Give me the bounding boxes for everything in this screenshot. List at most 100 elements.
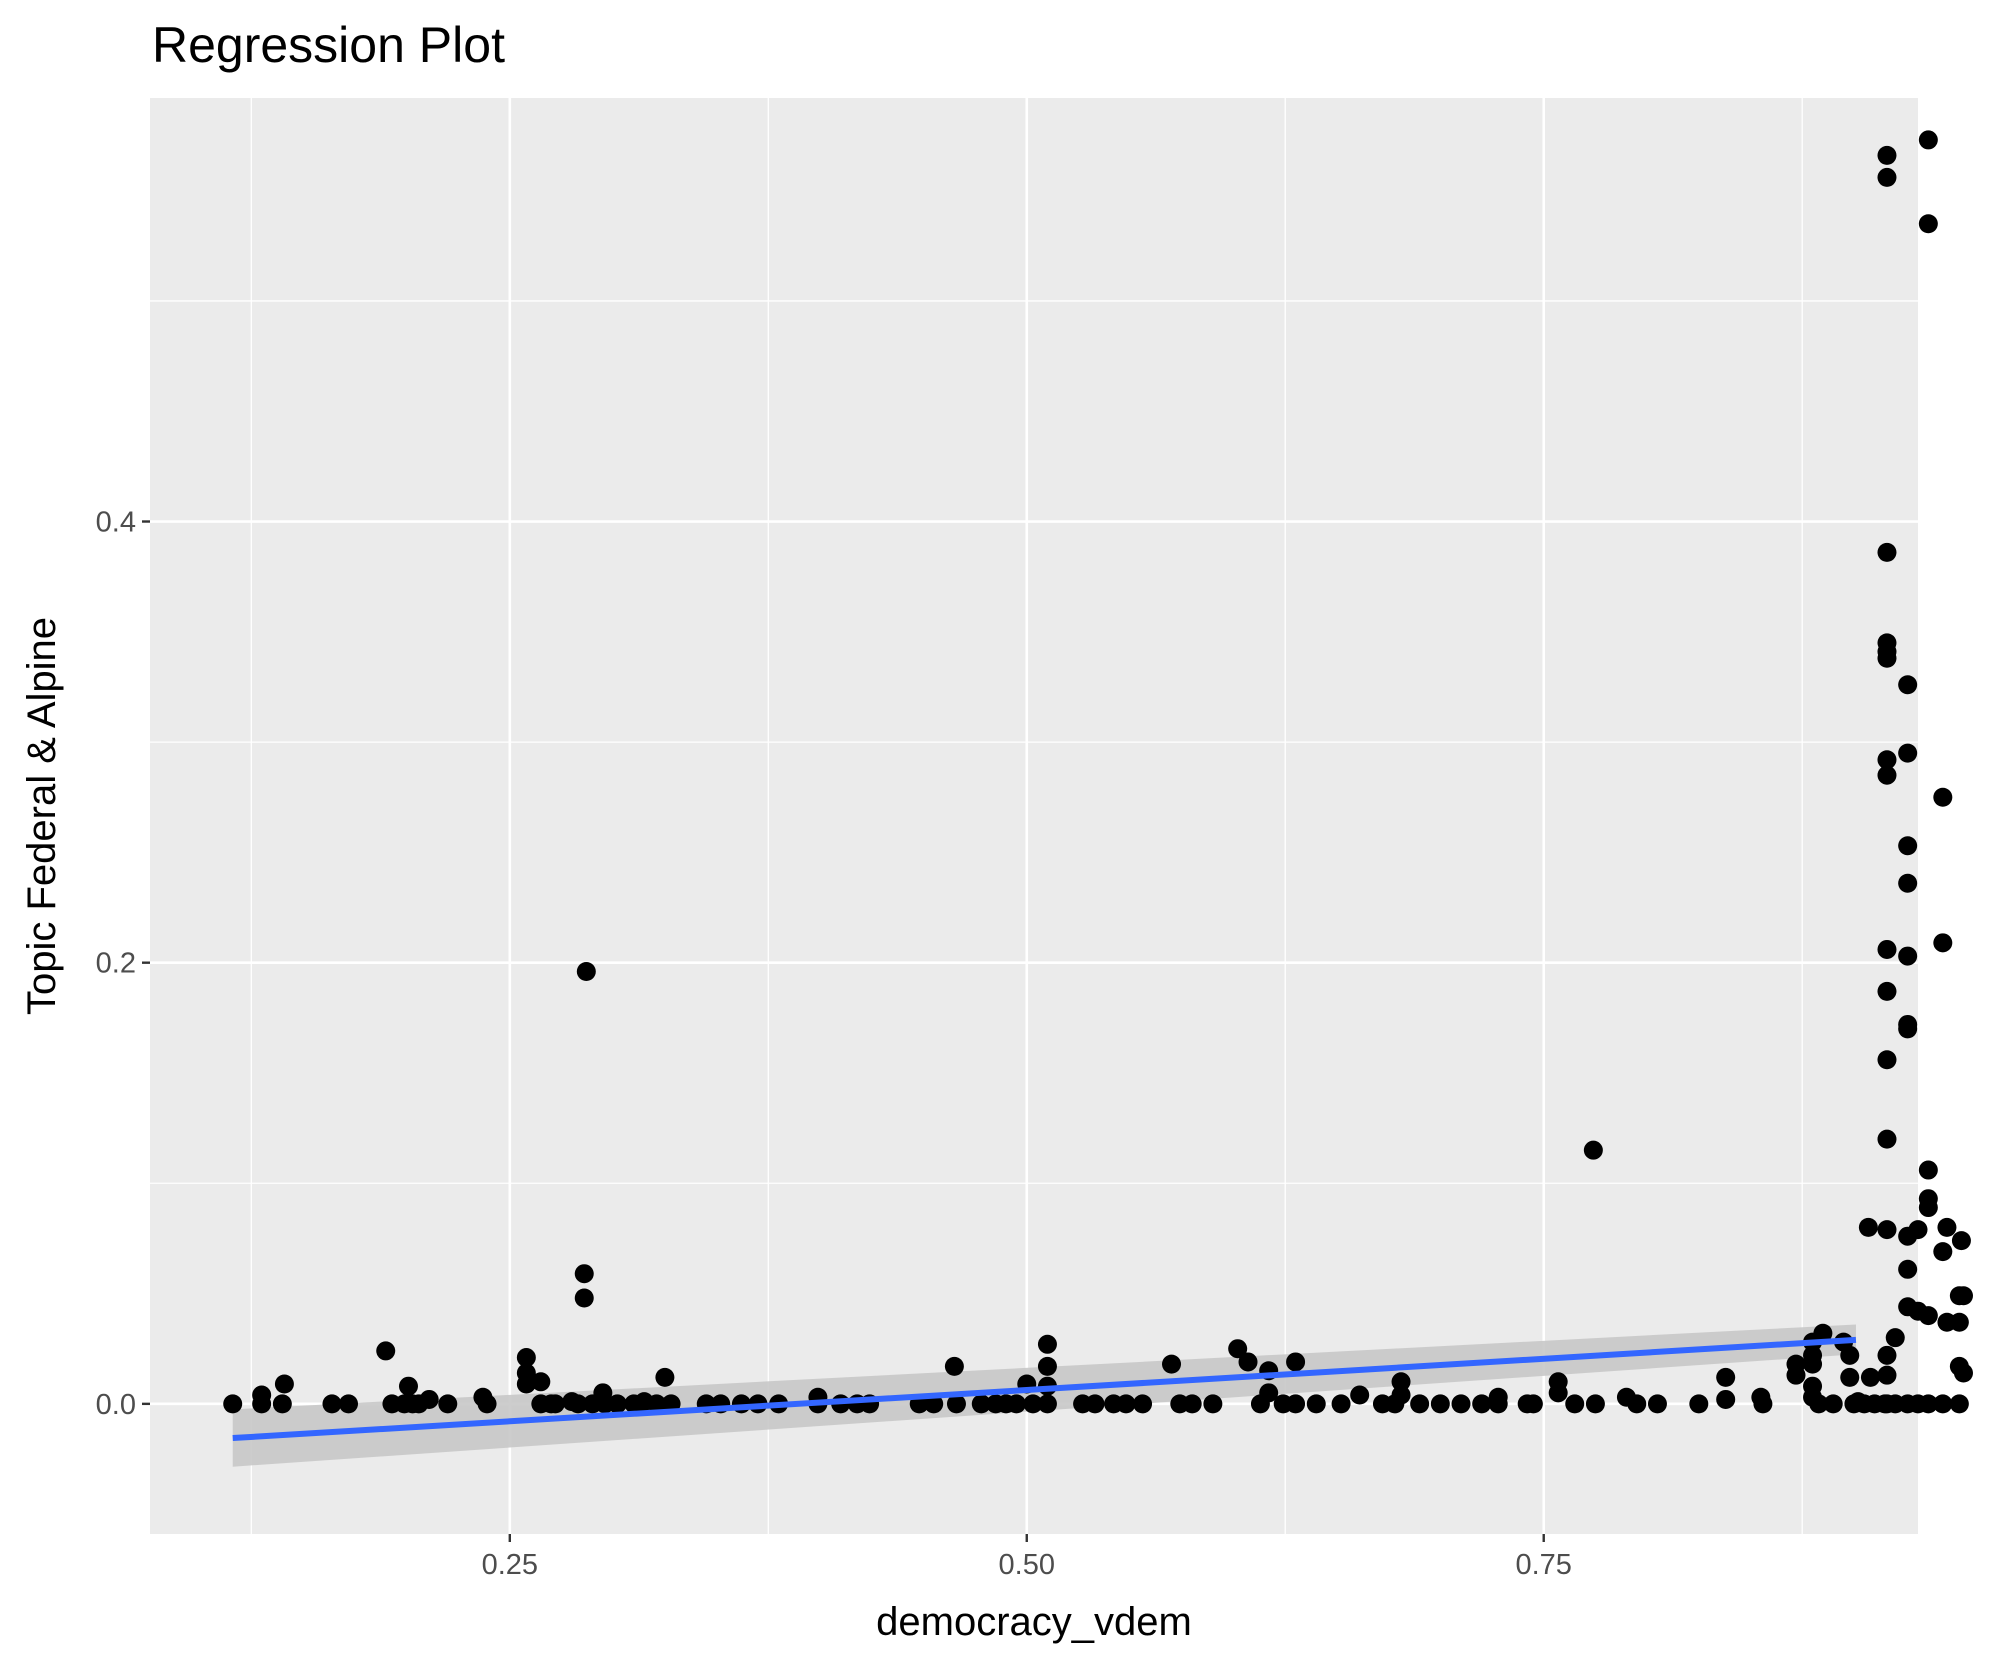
x-tick-label: 0.25 xyxy=(482,1549,538,1581)
data-point xyxy=(1410,1394,1430,1414)
x-tick-label: 0.75 xyxy=(1515,1549,1571,1581)
data-point xyxy=(1391,1372,1411,1392)
data-point xyxy=(274,1374,294,1394)
data-point xyxy=(1877,981,1897,1001)
data-point xyxy=(574,1288,594,1308)
data-point xyxy=(1548,1383,1568,1403)
data-point xyxy=(655,1367,675,1387)
data-point xyxy=(607,1394,627,1414)
data-point xyxy=(1953,1363,1973,1383)
data-point xyxy=(1877,1050,1897,1070)
data-point xyxy=(1898,946,1918,966)
regression-line-layer xyxy=(232,1336,1857,1442)
data-point xyxy=(272,1394,292,1414)
data-point xyxy=(1523,1394,1543,1414)
data-point xyxy=(924,1394,944,1414)
data-point xyxy=(1858,1217,1878,1237)
data-point xyxy=(1877,648,1897,668)
data-point xyxy=(516,1348,536,1368)
chart-title: Regression Plot xyxy=(152,17,505,73)
data-point xyxy=(1286,1394,1306,1414)
data-point xyxy=(1583,1140,1603,1160)
data-point xyxy=(1898,743,1918,763)
data-point xyxy=(545,1394,565,1414)
data-point xyxy=(1877,167,1897,187)
data-point xyxy=(1813,1323,1833,1343)
data-point xyxy=(1116,1394,1136,1414)
data-point xyxy=(1488,1394,1508,1414)
y-axis-ticks: 0.0 0.2 0.4 xyxy=(96,507,150,1421)
data-point xyxy=(1391,1385,1411,1405)
data-point xyxy=(1472,1394,1492,1414)
data-point xyxy=(1809,1394,1829,1414)
data-point xyxy=(1585,1394,1605,1414)
data-point xyxy=(531,1372,551,1392)
data-point xyxy=(568,1394,588,1414)
data-point xyxy=(1286,1352,1306,1372)
data-point xyxy=(1949,1312,1969,1332)
data-point xyxy=(1918,130,1938,150)
data-point xyxy=(1937,1217,1957,1237)
data-point xyxy=(1949,1394,1969,1414)
data-point xyxy=(1162,1354,1182,1374)
data-point xyxy=(1933,1242,1953,1262)
data-point xyxy=(477,1394,497,1414)
data-point xyxy=(1786,1365,1806,1385)
points-layer xyxy=(223,130,1973,1414)
data-point xyxy=(1840,1345,1860,1365)
data-point xyxy=(1203,1394,1223,1414)
data-point xyxy=(1898,1259,1918,1279)
data-point xyxy=(1331,1394,1351,1414)
data-point xyxy=(1823,1394,1843,1414)
data-point xyxy=(223,1394,243,1414)
x-axis-label: democracy_vdem xyxy=(876,1600,1192,1644)
data-point xyxy=(1898,675,1918,695)
y-tick-label: 0.0 xyxy=(96,1389,136,1421)
data-point xyxy=(1860,1367,1880,1387)
data-point xyxy=(1006,1394,1026,1414)
data-point xyxy=(1037,1334,1057,1354)
data-point xyxy=(1753,1394,1773,1414)
data-point xyxy=(1716,1389,1736,1409)
data-point xyxy=(1877,939,1897,959)
data-point xyxy=(1933,933,1953,953)
data-point xyxy=(574,1264,594,1284)
data-point xyxy=(1933,787,1953,807)
data-point xyxy=(1085,1394,1105,1414)
data-point xyxy=(1647,1394,1667,1414)
data-point xyxy=(1918,1160,1938,1180)
data-point xyxy=(1885,1328,1905,1348)
data-point xyxy=(1898,1019,1918,1039)
data-point xyxy=(1350,1385,1370,1405)
data-point xyxy=(1306,1394,1326,1414)
data-point xyxy=(576,962,596,982)
y-axis-label: Topic Federal & Alpine xyxy=(20,617,64,1015)
data-point xyxy=(1918,1306,1938,1326)
data-point xyxy=(647,1394,667,1414)
data-point xyxy=(1918,1198,1938,1218)
data-point xyxy=(1238,1352,1258,1372)
data-point xyxy=(252,1394,272,1414)
data-point xyxy=(398,1376,418,1396)
data-point xyxy=(1877,1129,1897,1149)
regression-line xyxy=(232,1336,1857,1442)
data-point xyxy=(1908,1220,1928,1240)
data-point xyxy=(1023,1394,1043,1414)
data-point xyxy=(1565,1394,1585,1414)
data-point xyxy=(946,1394,966,1414)
data-point xyxy=(322,1394,342,1414)
data-point xyxy=(1898,873,1918,893)
data-point xyxy=(516,1374,536,1394)
data-point xyxy=(1037,1356,1057,1376)
data-point xyxy=(1877,1220,1897,1240)
data-point xyxy=(1228,1339,1248,1359)
data-point xyxy=(1877,750,1897,770)
data-point xyxy=(1803,1354,1823,1374)
data-point xyxy=(1259,1383,1279,1403)
data-point xyxy=(1953,1286,1973,1306)
y-tick-label: 0.4 xyxy=(96,507,136,539)
data-point xyxy=(1627,1394,1647,1414)
data-point xyxy=(1451,1394,1471,1414)
data-point xyxy=(1037,1394,1057,1414)
